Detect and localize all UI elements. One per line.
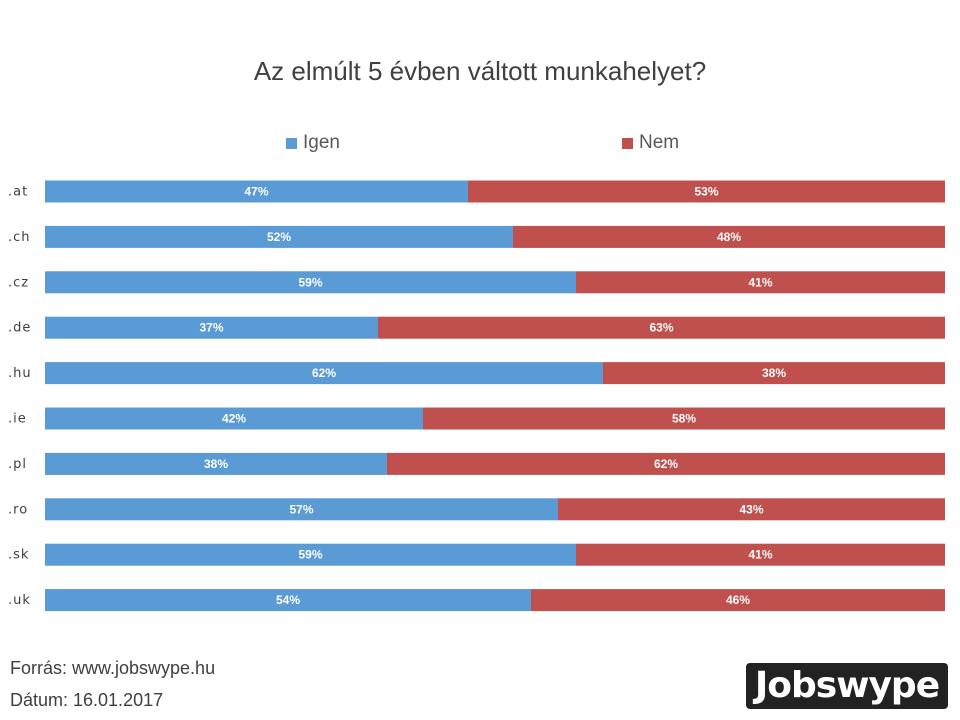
value-label-igen-hu: 62% [312, 366, 336, 380]
legend-item-igen: Igen [286, 132, 340, 154]
bar-nem-hu [603, 362, 945, 385]
value-label-nem-cz: 41% [748, 275, 772, 289]
value-label-igen-pl: 38% [204, 457, 228, 471]
value-label-igen-at: 47% [244, 185, 268, 199]
bar-nem-sk [576, 543, 945, 566]
date-text: Dátum: 16.01.2017 [10, 690, 164, 710]
value-label-igen-de: 37% [199, 321, 223, 335]
value-label-nem-sk: 41% [748, 548, 772, 562]
bar-igen-hu [45, 362, 603, 385]
legend-item-nem: Nem [622, 132, 679, 154]
bar-nem-de [378, 316, 945, 339]
value-label-igen-cz: 59% [298, 275, 322, 289]
bar-igen-uk [45, 589, 531, 612]
category-label-de: .de [8, 321, 31, 336]
bar-nem-ro [558, 498, 945, 521]
category-label-uk: .uk [8, 593, 31, 608]
source-text: Forrás: www.jobswype.hu [10, 658, 216, 678]
bar-nem-ie [423, 407, 945, 430]
legend-swatch-nem [622, 137, 633, 149]
bar-igen-ch [45, 225, 513, 248]
category-label-hu: .hu [8, 366, 32, 381]
chart-title: Az elmúlt 5 évben váltott munkahelyet? [253, 56, 707, 86]
bar-igen-pl [45, 452, 387, 475]
bar-igen-de [45, 316, 378, 339]
bar-igen-cz [45, 271, 576, 294]
category-label-pl: .pl [8, 457, 27, 472]
value-label-igen-ch: 52% [267, 230, 291, 244]
legend-label-nem: Nem [639, 132, 680, 153]
legend-swatch-igen [286, 137, 297, 149]
category-label-at: .at [8, 185, 28, 200]
value-label-nem-ro: 43% [739, 502, 763, 516]
legend: Igen Nem [0, 132, 960, 156]
value-label-nem-ie: 58% [672, 412, 696, 426]
bar-igen-ie [45, 407, 423, 430]
value-label-nem-ch: 48% [717, 230, 741, 244]
category-label-ch: .ch [8, 230, 31, 245]
bar-nem-at [468, 180, 945, 203]
bar-igen-ro [45, 498, 558, 521]
value-label-nem-uk: 46% [726, 593, 750, 607]
value-label-igen-ro: 57% [289, 502, 313, 516]
bar-nem-cz [576, 271, 945, 294]
value-label-nem-hu: 38% [762, 366, 786, 380]
category-label-ie: .ie [8, 412, 27, 427]
bar-nem-pl [387, 452, 945, 475]
jobswype-logo: Jobswype [746, 663, 948, 709]
value-label-igen-ie: 42% [222, 412, 246, 426]
bar-nem-uk [531, 589, 945, 612]
category-label-sk: .sk [8, 548, 29, 563]
value-label-igen-uk: 54% [276, 593, 300, 607]
bar-nem-ch [513, 225, 945, 248]
category-label-ro: .ro [8, 502, 28, 517]
bar-igen-sk [45, 543, 576, 566]
bar-igen-at [45, 180, 468, 203]
value-label-nem-pl: 62% [654, 457, 678, 471]
value-label-nem-at: 53% [694, 185, 718, 199]
value-label-igen-sk: 59% [298, 548, 322, 562]
value-label-nem-de: 63% [649, 321, 673, 335]
bar-chart: .at 47% 53% .ch 52% 48% .cz 59% 41% .de 37% 63% .hu 6… [8, 180, 945, 612]
legend-label-igen: Igen [303, 132, 340, 153]
category-label-cz: .cz [8, 275, 29, 290]
